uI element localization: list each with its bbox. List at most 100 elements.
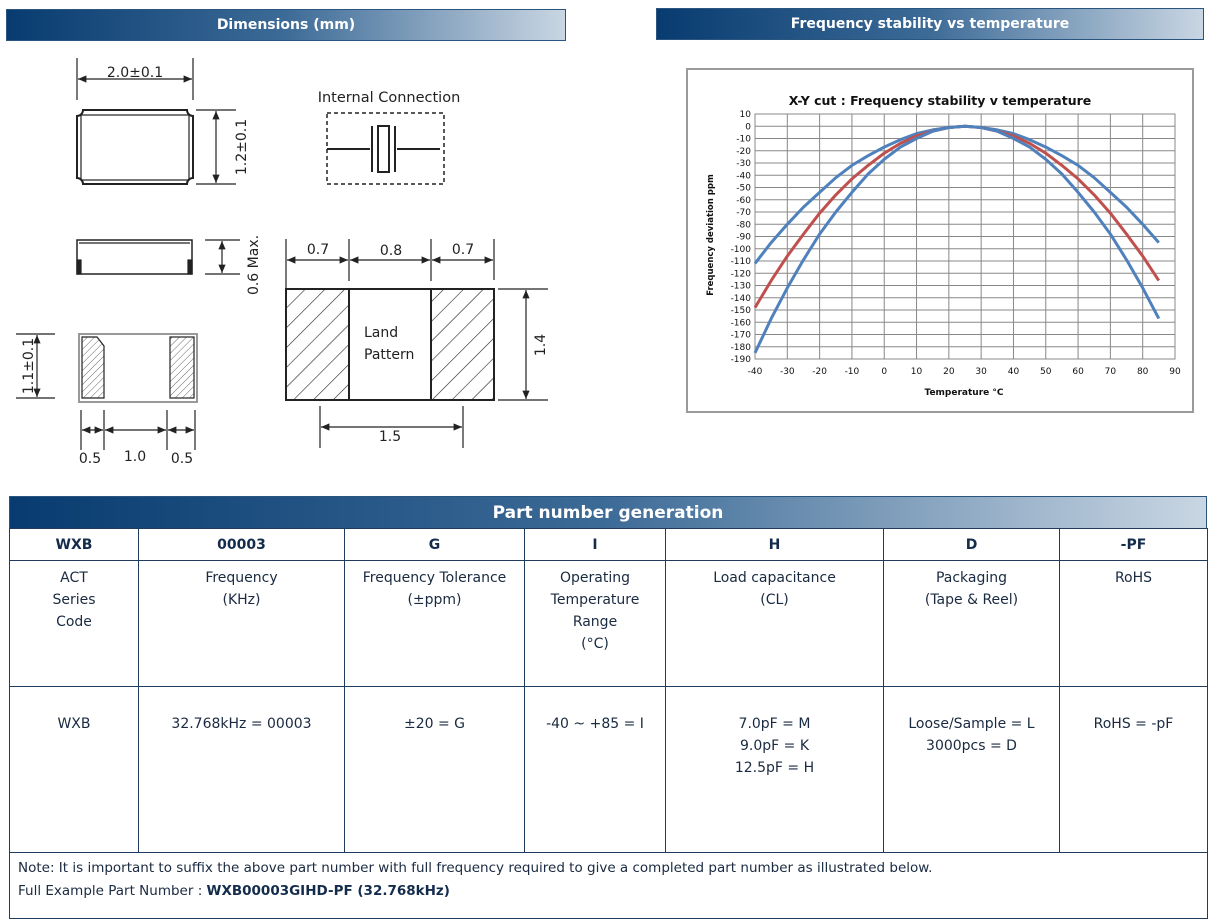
value-cell-line: -40 ~ +85 = I (546, 716, 644, 732)
value-cell-line: 3000pcs = D (926, 738, 1017, 754)
y-tick-label: -60 (736, 196, 751, 206)
internal-connection-label: Internal Connection (318, 90, 461, 106)
bottom-view (16, 333, 198, 450)
description-cell-line: (±ppm) (407, 592, 462, 608)
value-cell: WXB (9, 686, 139, 853)
top-view (76, 58, 236, 185)
y-tick-label: 10 (740, 110, 752, 120)
description-cell-line: (CL) (760, 592, 789, 608)
description-cell-line: Range (572, 614, 618, 630)
x-tick-label: -30 (780, 367, 795, 377)
x-tick-label: 70 (1105, 367, 1117, 377)
dimension-drawings: 2.0±0.1 1.2±0.1 Internal Connection 0.6 … (16, 58, 549, 467)
stability-header: Frequency stability vs temperature (656, 8, 1204, 40)
land-pattern-label-1: Land (364, 325, 398, 341)
land-pattern (285, 239, 548, 448)
value-cell-line: 32.768kHz = 00003 (171, 716, 312, 732)
description-cell-line: Load capacitance (713, 570, 836, 586)
part-number-header: Part number generation (9, 496, 1207, 529)
note-cell: Note: It is important to suffix the abov… (9, 852, 1208, 919)
value-cell-line: 7.0pF = M (738, 716, 811, 732)
code-cell: 00003 (138, 528, 345, 561)
chart-ylabel: Frequency deviation ppm (706, 174, 716, 296)
stability-chart-frame: X-Y cut : Frequency stability v temperat… (686, 68, 1194, 413)
y-tick-label: 0 (745, 122, 751, 132)
y-tick-label: -110 (731, 257, 752, 267)
x-tick-label: 0 (881, 367, 887, 377)
code-cell: -PF (1059, 528, 1208, 561)
x-tick-label: 80 (1137, 367, 1149, 377)
description-cell: Packaging (Tape & Reel) (883, 560, 1060, 687)
value-cell-line: ±20 = G (403, 716, 466, 732)
value-cell-line: 12.5pF = H (734, 760, 815, 776)
example-part-number: WXB00003GIHD-PF (32.768kHz) (206, 883, 450, 899)
value-cell-line: 9.0pF = K (739, 738, 809, 754)
value-row: WXB 32.768kHz = 00003 ±20 = G -40 ~ +85 = I… (9, 686, 1208, 853)
description-cell: Operating Temperature Range (°C) (524, 560, 666, 687)
stability-chart: X-Y cut : Frequency stability v temperat… (706, 93, 1181, 398)
part-number-table: WXB 00003 G I H D -PF ACT Series Code Frequency (K… (9, 528, 1208, 919)
y-tick-label: -40 (736, 171, 751, 181)
y-tick-label: -80 (736, 220, 751, 230)
description-cell-line: Frequency (205, 570, 278, 586)
code-cell: G (344, 528, 525, 561)
x-tick-label: -40 (748, 367, 763, 377)
value-cell: -40 ~ +85 = I (524, 686, 666, 853)
side-height-label: 0.6 Max. (246, 235, 262, 295)
y-tick-label: -190 (731, 355, 752, 365)
x-tick-label: 50 (1040, 367, 1052, 377)
internal-connection-symbol (326, 112, 445, 185)
x-tick-label: 60 (1072, 367, 1084, 377)
code-row: WXB 00003 G I H D -PF (9, 528, 1208, 561)
description-cell-line: (Tape & Reel) (924, 592, 1019, 608)
y-tick-label: -120 (731, 269, 752, 279)
description-row: ACT Series Code Frequency (KHz) Frequency Tol… (9, 560, 1208, 687)
code-cell: H (665, 528, 884, 561)
chart-title: X-Y cut : Frequency stability v temperat… (789, 93, 1092, 108)
note-text: Note: It is important to suffix the abov… (18, 860, 933, 876)
description-cell-line: (°C) (581, 636, 609, 652)
y-tick-label: -50 (736, 184, 751, 194)
description-cell-line: (KHz) (222, 592, 261, 608)
value-cell: 7.0pF = M 9.0pF = K 12.5pF = H (665, 686, 884, 853)
y-tick-label: -160 (731, 318, 752, 328)
value-cell: RoHS = -pF (1059, 686, 1208, 853)
description-cell-line: Frequency Tolerance (362, 570, 507, 586)
value-cell: Loose/Sample = L 3000pcs = D (883, 686, 1060, 853)
value-cell-line: Loose/Sample = L (908, 716, 1035, 732)
land-pattern-label-2: Pattern (364, 347, 414, 363)
x-tick-label: 10 (911, 367, 923, 377)
bottom-pad-left-label: 0.5 (79, 451, 101, 467)
code-cell: WXB (9, 528, 139, 561)
code-cell: I (524, 528, 666, 561)
y-tick-label: -140 (731, 294, 752, 304)
y-tick-label: -100 (731, 245, 752, 255)
part-number-title: Part number generation (492, 502, 724, 523)
bottom-height-label: 1.1±0.1 (21, 338, 37, 394)
description-cell: Frequency (KHz) (138, 560, 345, 687)
y-tick-label: -30 (736, 159, 751, 169)
code-cell: D (883, 528, 1060, 561)
description-cell-line: ACT (60, 570, 88, 586)
chart-xlabel: Temperature °C (925, 388, 1004, 398)
bottom-pad-right-label: 0.5 (171, 451, 193, 467)
description-cell: RoHS (1059, 560, 1208, 687)
land-pad-left-label: 0.7 (307, 242, 329, 258)
y-tick-label: -150 (731, 306, 752, 316)
top-height-label: 1.2±0.1 (234, 119, 250, 175)
bottom-gap-label: 1.0 (124, 449, 146, 465)
x-tick-label: 20 (943, 367, 955, 377)
description-cell: Frequency Tolerance (±ppm) (344, 560, 525, 687)
dimensions-header: Dimensions (mm) (6, 9, 566, 41)
x-tick-label: 90 (1169, 367, 1181, 377)
description-cell-line: Temperature (550, 592, 640, 608)
dimensions-title: Dimensions (mm) (216, 17, 356, 33)
description-cell-line: RoHS (1114, 570, 1153, 586)
x-tick-label: -20 (812, 367, 827, 377)
x-tick-label: -10 (845, 367, 860, 377)
description-cell: Load capacitance (CL) (665, 560, 884, 687)
top-width-label: 2.0±0.1 (107, 65, 163, 81)
y-tick-label: -20 (736, 147, 751, 157)
land-pad-right-label: 0.7 (452, 242, 474, 258)
y-tick-label: -130 (731, 282, 752, 292)
